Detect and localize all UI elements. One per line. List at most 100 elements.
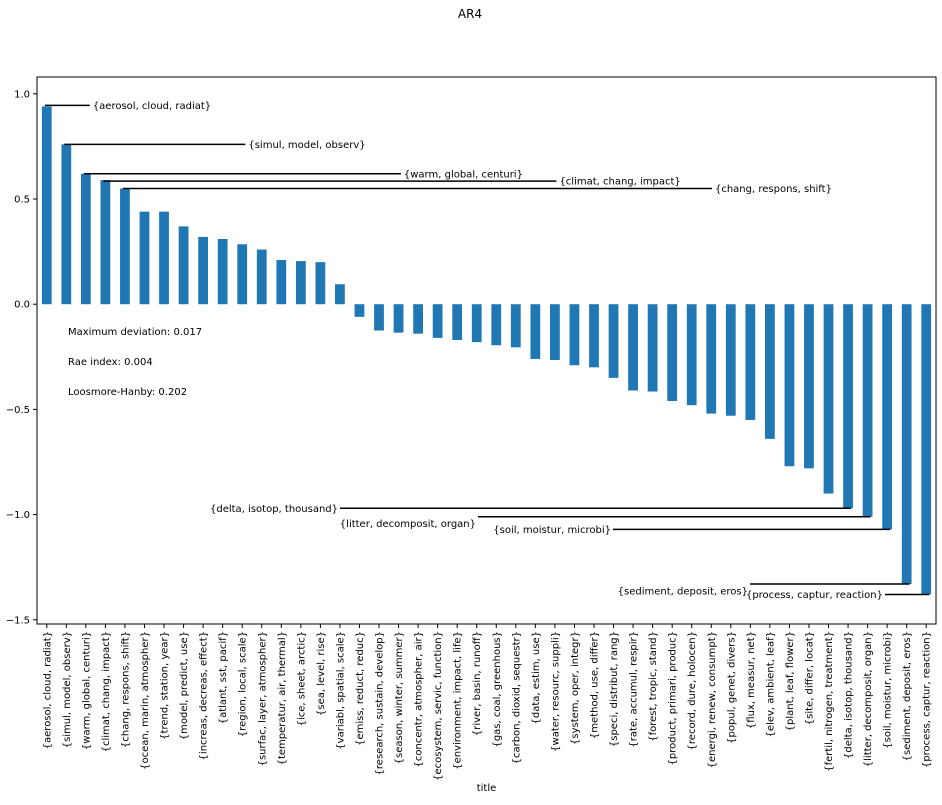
x-tick-label: {warm, global, centuri} <box>81 631 92 750</box>
x-tick-label: {plant, leaf, flower} <box>785 631 796 731</box>
bar-39 <box>804 304 814 469</box>
bar-15 <box>335 284 345 305</box>
bar-11 <box>256 249 267 305</box>
x-tick-label: {ice, sheet, arctic} <box>296 631 307 726</box>
x-tick-label: {chang, respons, shift} <box>120 631 131 748</box>
bar-36 <box>745 304 756 420</box>
x-tick-label: {record, dure, holocen} <box>687 631 698 750</box>
bar-35 <box>725 304 736 416</box>
bar-41 <box>843 304 853 509</box>
bar-29 <box>608 304 619 378</box>
bar-23 <box>491 304 502 346</box>
x-tick-label: {environment, impact, life} <box>453 631 464 770</box>
bar-22 <box>471 304 482 343</box>
y-tick-label: 0.5 <box>14 195 30 206</box>
bar-24 <box>510 304 521 348</box>
bar-20 <box>432 304 443 338</box>
y-tick-label: 0.0 <box>14 300 30 311</box>
bar-1 <box>61 144 72 305</box>
stats-layer: Maximum deviation: 0.017 Rae index: 0.004… <box>68 327 202 398</box>
x-tick-label: {sediment, deposit, eros} <box>902 631 913 761</box>
stat-text: Rae index: 0.004 <box>68 357 153 368</box>
x-tick-label: {river, basin, runoff} <box>472 631 483 736</box>
x-tick-label: {model, predict, use} <box>179 631 190 740</box>
x-tick-label: {atlant, sst, pacif} <box>218 631 229 724</box>
x-tick-label: {site, differ, locat} <box>804 631 815 725</box>
bar-2 <box>80 173 91 305</box>
x-tick-label: {system, oper, integr} <box>570 631 581 745</box>
x-tick-label: {ocean, marin, atmospher} <box>140 631 151 770</box>
bar-12 <box>276 260 287 305</box>
bar-18 <box>393 304 404 333</box>
x-tick-label: {elev, ambient, leaf} <box>765 631 776 737</box>
bar-3 <box>100 180 111 305</box>
bar-44 <box>901 304 912 585</box>
x-tick-label: {aerosol, cloud, radiat} <box>42 631 53 749</box>
bar-38 <box>784 304 795 467</box>
bar-6 <box>159 211 169 305</box>
bar-40 <box>823 304 834 494</box>
bar-5 <box>139 211 150 305</box>
x-tick-label: {research, sustain, develop} <box>375 631 386 775</box>
bar-42 <box>862 304 873 517</box>
x-tick-label: {simul, model, observ} <box>62 631 73 748</box>
x-tick-label: {data, estim, use} <box>531 631 542 724</box>
x-tick-label: {fertil, nitrogen, treatment} <box>824 631 835 772</box>
bar-17 <box>374 304 384 331</box>
x-tick-label: {increas, decreas, effect} <box>199 631 210 760</box>
bar-27 <box>569 304 580 366</box>
x-tick-label: {region, local, scale} <box>238 631 249 737</box>
annotation-label: {soil, moistur, microbi} <box>493 525 611 536</box>
bars-layer <box>41 106 932 595</box>
x-tick-label: {method, use, differ} <box>589 631 600 739</box>
x-tick-label: {energi, renew, consumpt} <box>707 631 718 768</box>
bar-43 <box>882 304 893 530</box>
bar-14 <box>315 262 326 305</box>
x-tick-label: {season, winter, summer} <box>394 631 405 764</box>
bar-19 <box>413 304 423 334</box>
bar-10 <box>237 244 248 305</box>
bar-26 <box>550 304 560 360</box>
x-tick-label: {forest, tropic, stand} <box>648 631 659 742</box>
y-tick-label: 1.0 <box>14 89 30 100</box>
x-tick-label: {flux, measur, net} <box>746 631 757 729</box>
y-tick-label: −0.5 <box>6 405 30 416</box>
bar-37 <box>764 304 775 439</box>
y-tick-label: −1.5 <box>6 615 30 626</box>
annotations-layer: {aerosol, cloud, radiat} {simul, model, o… <box>44 101 930 601</box>
annotation-label: {sediment, deposit, eros} <box>618 587 748 598</box>
x-tick-label: {trend, station, year} <box>160 631 171 740</box>
bar-8 <box>198 236 208 305</box>
bar-25 <box>530 304 541 359</box>
bar-34 <box>706 304 717 414</box>
bar-0 <box>41 106 52 305</box>
x-tick-label: {emiss, reduct, reduc} <box>355 631 366 746</box>
annotation-label: {simul, model, observ} <box>248 140 365 151</box>
annotation-label: {process, captur, reaction} <box>746 590 883 601</box>
x-tick-label: {water, resourc, suppli} <box>550 631 561 752</box>
x-tick-label: {ecosystem, servic, function} <box>433 631 444 781</box>
x-tick-label: {sea, level, rise} <box>316 631 327 716</box>
stat-text: Loosmore-Hanby: 0.202 <box>68 387 187 398</box>
x-tick-label: {temperatur, air, thermal} <box>277 631 288 765</box>
x-tick-label: {rate, accumul, respir} <box>629 631 640 748</box>
axes-layer: −1.5 −1.0 −0.5 0.0 0.5 1.0 {aerosol, cloud, ra… <box>6 76 937 781</box>
annotation-label: {climat, chang, impact} <box>559 177 680 188</box>
stat-text: Maximum deviation: 0.017 <box>68 327 202 338</box>
x-tick-label: {popul, genet, divers} <box>726 631 737 744</box>
bar-16 <box>354 304 365 317</box>
x-tick-label: {variabl, spatial, scale} <box>335 631 346 750</box>
annotation-label: {aerosol, cloud, radiat} <box>93 101 211 112</box>
bar-9 <box>217 239 228 305</box>
x-tick-label: {surfac, layer, atmospher} <box>257 631 268 766</box>
annotation-label: {delta, isotop, thousand} <box>210 504 338 515</box>
bar-28 <box>589 304 599 368</box>
x-tick-label: {soil, moistur, microbi} <box>883 631 894 749</box>
x-axis-label: title <box>477 783 497 794</box>
chart-title: AR4 <box>458 7 482 21</box>
bar-7 <box>178 226 189 305</box>
x-tick-label: {delta, isotop, thousand} <box>844 631 855 759</box>
x-tick-label: {litter, decomposit, organ} <box>863 631 874 767</box>
